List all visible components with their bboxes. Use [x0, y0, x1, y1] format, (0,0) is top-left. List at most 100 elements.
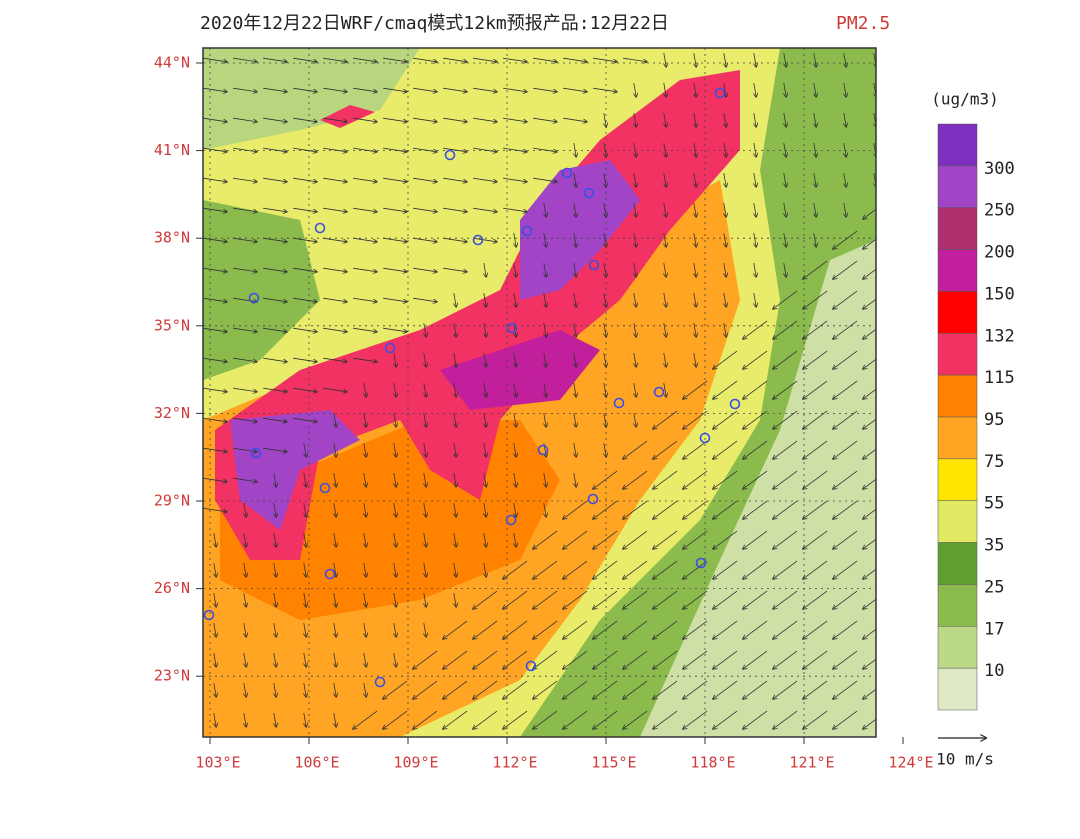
wind-arrow: [713, 710, 738, 729]
wind-arrow: [214, 713, 216, 727]
wind-arrow: [503, 57, 527, 62]
wind-arrow: [274, 563, 276, 577]
wind-arrow: [653, 500, 678, 519]
wind-arrow: [743, 620, 768, 639]
wind-arrow: [323, 147, 347, 152]
wind-arrow: [694, 53, 696, 67]
wind-arrow: [353, 237, 377, 242]
wind-arrow: [604, 203, 606, 217]
wind-arrow: [713, 650, 738, 669]
wind-arrow: [664, 293, 666, 307]
wind-arrow: [503, 147, 527, 152]
wind-arrow: [383, 710, 408, 729]
city-marker: [588, 259, 600, 271]
wind-arrow: [833, 260, 858, 279]
wind-arrow: [574, 173, 576, 187]
lat-label: 26°N: [154, 579, 190, 597]
wind-arrow: [394, 653, 396, 667]
wind-arrow: [274, 473, 276, 487]
wind-arrow: [454, 353, 456, 367]
wind-arrow: [743, 560, 768, 579]
wind-arrow: [713, 680, 738, 699]
wind-arrow: [803, 710, 828, 729]
wind-arrow: [574, 233, 576, 247]
wind-arrow: [724, 173, 726, 187]
wind-arrow: [664, 353, 666, 367]
wind-arrow: [394, 473, 396, 487]
wind-arrow: [803, 380, 828, 399]
wind-arrow: [353, 87, 377, 92]
wind-arrow: [233, 267, 257, 272]
wind-arrow: [724, 53, 726, 67]
wind-arrow: [394, 413, 396, 427]
wind-arrow: [773, 560, 798, 579]
wind-arrow: [533, 147, 557, 152]
colorbar-label: 10: [984, 661, 1004, 681]
wind-arrow: [803, 410, 828, 429]
wind-arrow: [454, 443, 456, 457]
wind-arrow: [514, 383, 516, 397]
wind-arrow: [413, 177, 437, 182]
wind-arrow: [784, 53, 786, 67]
lon-label: 118°E: [690, 754, 735, 772]
wind-arrow: [353, 267, 377, 272]
wind-arrow: [623, 560, 648, 579]
wind-arrow: [304, 623, 306, 637]
wind-arrow: [424, 473, 426, 487]
wind-arrow: [593, 650, 618, 669]
colorbar-band: [937, 667, 978, 711]
wind-arrow: [443, 177, 467, 182]
wind-arrow: [683, 680, 708, 699]
wind-arrow: [563, 710, 588, 729]
wind-arrow: [364, 593, 366, 607]
wind-arrow: [544, 383, 546, 397]
wind-arrow: [574, 143, 576, 157]
wind-arrow: [383, 177, 407, 182]
wind-arrow: [743, 440, 768, 459]
wind-arrow: [503, 207, 527, 212]
wind-arrow: [713, 380, 738, 399]
wind-arrow: [833, 440, 858, 459]
city-marker: [695, 557, 707, 569]
wind-arrow: [394, 593, 396, 607]
colorbar-band: [937, 626, 978, 669]
wind-arrow: [514, 533, 516, 547]
wind-arrow: [754, 143, 756, 157]
wind-arrow: [664, 143, 666, 157]
wind-arrow: [424, 323, 426, 337]
pollutant: PM2.5: [836, 13, 890, 34]
wind-arrow: [413, 267, 437, 272]
colorbar-label: 300: [984, 159, 1015, 179]
wind-arrow: [514, 263, 516, 277]
wind-arrow: [863, 688, 876, 699]
purple-area: [230, 410, 360, 530]
wind-arrow: [803, 560, 828, 579]
wind-arrow: [304, 683, 306, 697]
wind-arrow: [244, 593, 246, 607]
wind-arrow: [503, 620, 528, 639]
city-marker: [525, 660, 537, 672]
wind-arrow: [784, 263, 786, 277]
wind-arrow: [503, 117, 527, 122]
lon-label: 124°E: [888, 754, 933, 772]
wind-arrow: [833, 650, 858, 669]
wind-arrow: [833, 620, 858, 639]
wind-arrow: [514, 503, 516, 517]
wind-arrow: [443, 237, 467, 242]
colorbar-label: 75: [984, 452, 1004, 472]
wind-arrow: [604, 233, 606, 247]
wind-arrow: [214, 653, 216, 667]
wind-arrow: [863, 238, 876, 249]
wind-arrow: [263, 57, 287, 62]
wind-arrow: [724, 263, 726, 277]
wind-arrow: [293, 117, 317, 122]
wind-arrow: [214, 683, 216, 697]
wind-arrow: [563, 57, 587, 62]
wind-arrow: [293, 327, 317, 332]
red-area: [320, 105, 375, 128]
wind-arrow: [713, 470, 738, 489]
wind-arrow: [694, 83, 696, 97]
wind-arrow: [623, 650, 648, 669]
wind-arrow: [214, 533, 216, 547]
wind-arrow: [863, 268, 876, 279]
